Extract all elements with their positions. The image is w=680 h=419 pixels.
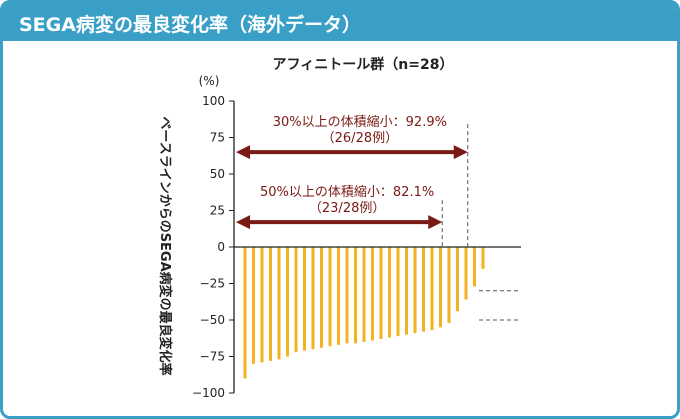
bar: [447, 247, 451, 323]
arrow-head-left: [236, 145, 250, 160]
y-tick-label: 0: [217, 240, 225, 254]
y-tick-label: 50: [210, 167, 225, 181]
header-bar: SEGA病変の最良変化率（海外データ）: [3, 3, 677, 41]
bar: [354, 247, 357, 344]
y-tick-label: 100: [202, 94, 225, 108]
chart: アフィニトール群（n=28） (%) ベースラインからのSEGA病変の最良変化率…: [157, 56, 521, 400]
bar: [277, 247, 281, 360]
bar: [345, 247, 349, 344]
bar: [405, 247, 408, 335]
bar: [269, 247, 272, 361]
y-tick-label: 75: [210, 131, 225, 145]
bar: [413, 247, 417, 334]
bar: [362, 247, 366, 342]
bar: [252, 247, 255, 364]
bar: [456, 247, 459, 312]
y-axis-label: ベースラインからのSEGA病変の最良変化率: [157, 116, 173, 375]
bar: [439, 247, 442, 328]
y-unit-label: (%): [199, 74, 220, 88]
y-tick-label: −75: [200, 350, 225, 364]
chart-title: アフィニトール群（n=28）: [273, 56, 454, 73]
bar: [320, 247, 323, 348]
bar: [260, 247, 264, 363]
bar: [371, 247, 374, 341]
bar: [388, 247, 391, 338]
bar: [430, 247, 434, 331]
bar: [243, 247, 247, 379]
bar: [422, 247, 425, 332]
bar: [286, 247, 289, 357]
bar: [303, 247, 306, 351]
bar: [328, 247, 332, 347]
annotation-sublabel: （26/28例）: [322, 131, 398, 146]
y-tick-label: −100: [192, 386, 225, 400]
bar: [473, 247, 476, 287]
header-title: SEGA病変の最良変化率（海外データ）: [19, 14, 361, 36]
bar: [481, 247, 485, 269]
bar: [311, 247, 315, 350]
bar: [337, 247, 340, 345]
y-tick-label: 25: [210, 204, 225, 218]
y-tick-label: −50: [200, 313, 225, 327]
arrow-head-right: [453, 145, 468, 160]
y-tick-label: −25: [200, 277, 225, 291]
arrow-head-left: [236, 215, 250, 230]
annotation-sublabel: （23/28例）: [309, 201, 385, 216]
annotation-label: 30%以上の体積縮小：92.9%: [273, 114, 447, 130]
bar: [396, 247, 400, 337]
arrow-head-right: [428, 215, 443, 230]
annotation-label: 50%以上の体積縮小：82.1%: [260, 184, 434, 200]
bar: [294, 247, 298, 353]
bar: [379, 247, 383, 339]
bar: [464, 247, 468, 300]
